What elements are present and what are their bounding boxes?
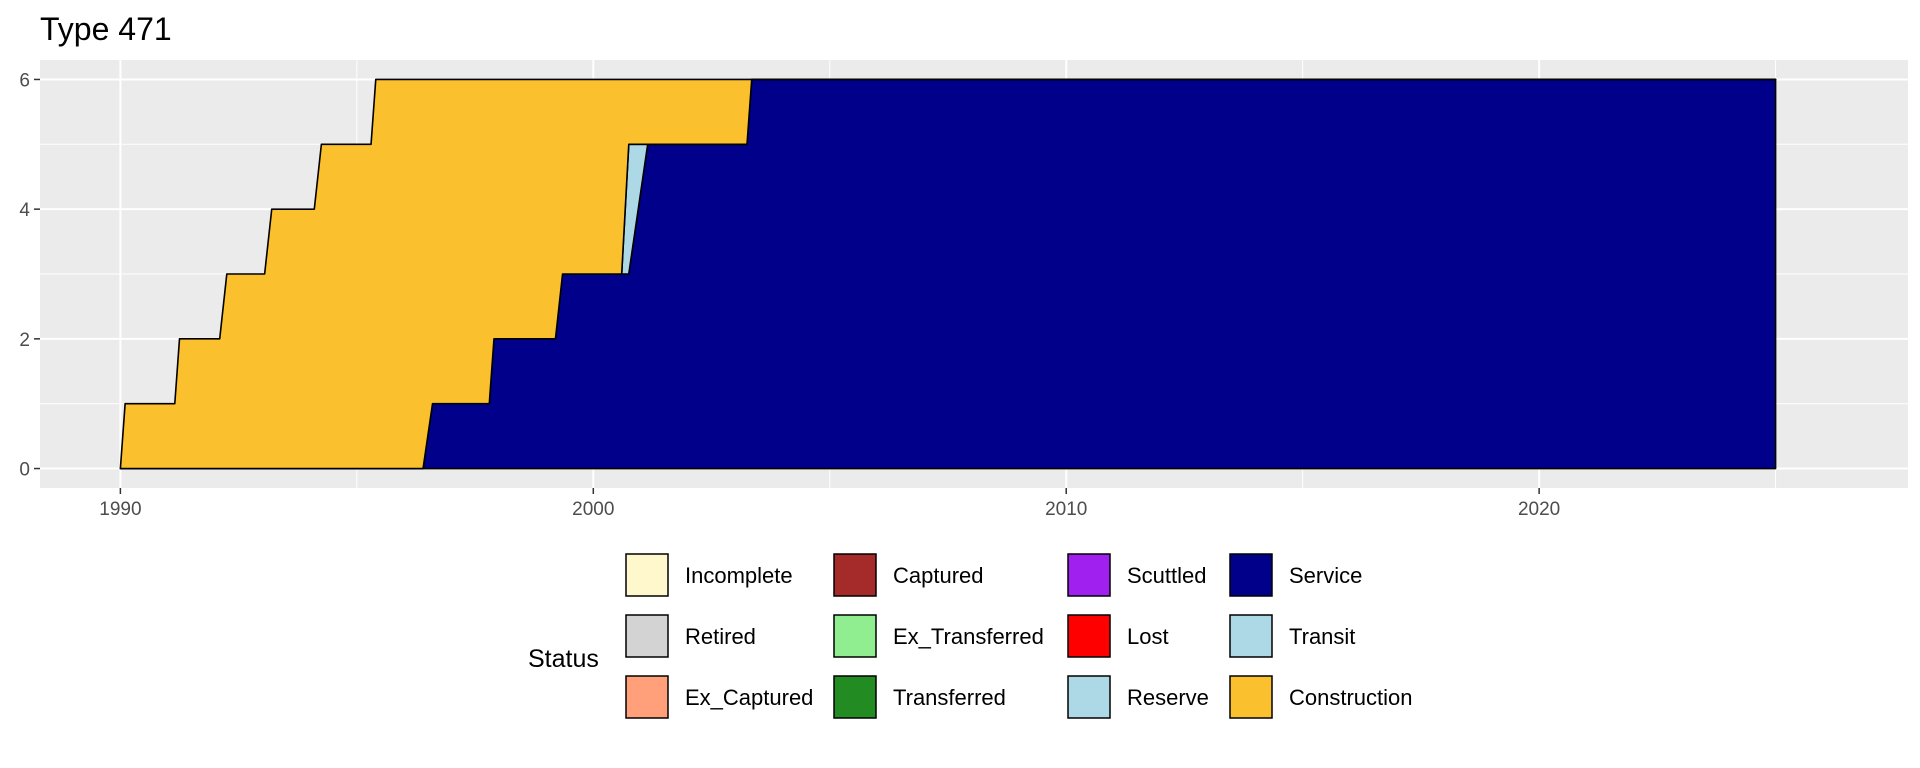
legend-key-transit [1229, 614, 1273, 658]
legend-label: Reserve [1127, 685, 1209, 710]
legend: Incomplete Retired Ex_Captured Captured Ex_T… [625, 553, 1413, 719]
x-tick-label: 2000 [572, 499, 614, 520]
legend-key-transferred [833, 675, 877, 719]
y-tick-label: 0 [19, 460, 30, 481]
legend-key-reserve [1067, 675, 1111, 719]
legend-label: Transferred [893, 685, 1006, 710]
legend-key-ex-captured [625, 675, 669, 719]
legend-key-incomplete [625, 553, 669, 597]
legend-key-captured [833, 553, 877, 597]
legend-key-retired [625, 614, 669, 658]
legend-title: Status [528, 645, 599, 673]
legend-label: Construction [1289, 685, 1413, 710]
legend-key-construction [1229, 675, 1273, 719]
area-construction [119, 78, 1777, 470]
legend-key-service [1229, 553, 1273, 597]
axis-ticks: 1990 2000 2010 2020 0 2 4 6 [19, 70, 1560, 520]
y-tick-label: 6 [19, 70, 30, 91]
legend-label: Transit [1289, 624, 1355, 649]
y-tick-label: 2 [19, 330, 30, 351]
legend-label: Service [1289, 563, 1362, 588]
legend-key-scuttled [1067, 553, 1111, 597]
y-tick-label: 4 [19, 200, 30, 221]
x-tick-label: 1990 [99, 499, 141, 520]
legend-label: Retired [685, 624, 756, 649]
legend-label: Scuttled [1127, 563, 1207, 588]
legend-key-lost [1067, 614, 1111, 658]
x-tick-label: 2010 [1045, 499, 1087, 520]
legend-label: Lost [1127, 624, 1169, 649]
legend-label: Incomplete [685, 563, 793, 588]
x-tick-label: 2020 [1518, 499, 1560, 520]
legend-label: Ex_Captured [685, 685, 813, 710]
legend-label: Captured [893, 563, 984, 588]
stacked-areas [119, 78, 1777, 470]
legend-key-ex-transferred [833, 614, 877, 658]
chart-title: Type 471 [40, 11, 172, 47]
legend-label: Ex_Transferred [893, 624, 1044, 649]
